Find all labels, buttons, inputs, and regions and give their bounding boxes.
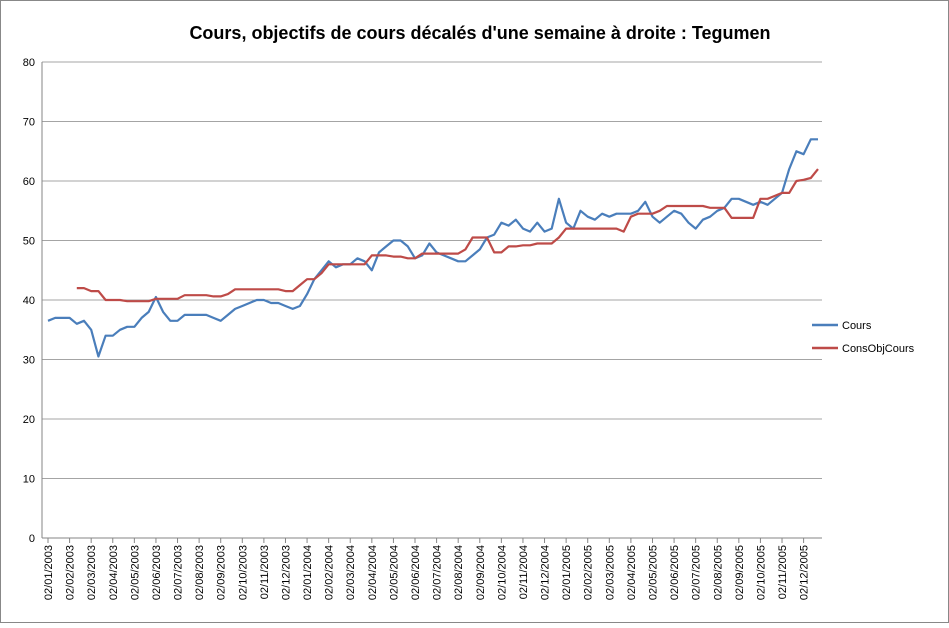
x-tick-label: 02/11/2003 — [259, 545, 271, 599]
x-tick-label: 02/09/2003 — [216, 545, 228, 600]
x-tick-label: 02/04/2004 — [367, 545, 379, 600]
x-tick-label: 02/07/2004 — [432, 545, 444, 600]
y-tick-label: 70 — [23, 117, 35, 129]
y-tick-label: 10 — [23, 474, 35, 486]
legend-label: ConsObjCours — [842, 343, 915, 355]
x-tick-label: 02/01/2003 — [43, 545, 55, 600]
y-tick-label: 20 — [23, 414, 35, 426]
chart-title: Cours, objectifs de cours décalés d'une … — [189, 23, 770, 43]
y-tick-label: 60 — [23, 176, 35, 188]
x-tick-label: 02/05/2004 — [388, 545, 400, 600]
x-tick-label: 02/10/2005 — [755, 545, 767, 600]
x-tick-label: 02/09/2004 — [475, 545, 487, 600]
x-tick-label: 02/08/2003 — [194, 545, 206, 600]
x-tick-label: 02/12/2003 — [280, 545, 292, 600]
x-tick-label: 02/09/2005 — [734, 545, 746, 600]
x-tick-label: 02/02/2003 — [65, 545, 77, 600]
x-tick-label: 02/02/2004 — [324, 545, 336, 600]
legend-label: Cours — [842, 320, 872, 332]
x-tick-label: 02/05/2003 — [129, 545, 141, 600]
x-tick-label: 02/03/2003 — [86, 545, 98, 600]
x-tick-label: 02/06/2003 — [151, 545, 163, 600]
y-tick-label: 80 — [23, 57, 35, 69]
x-tick-label: 02/06/2004 — [410, 545, 422, 600]
x-tick-label: 02/02/2005 — [583, 545, 595, 600]
series-line — [47, 138, 818, 358]
x-tick-label: 02/04/2005 — [626, 545, 638, 600]
x-tick-label: 02/07/2003 — [173, 545, 185, 600]
y-tick-label: 0 — [29, 533, 35, 545]
x-tick-label: 02/06/2005 — [669, 545, 681, 600]
y-tick-label: 40 — [23, 295, 35, 307]
x-tick-label: 02/05/2005 — [647, 545, 659, 600]
x-tick-label: 02/11/2005 — [777, 545, 789, 599]
y-tick-label: 30 — [23, 355, 35, 367]
x-tick-label: 02/03/2004 — [345, 545, 357, 600]
series-line — [76, 168, 819, 303]
x-tick-label: 02/08/2005 — [712, 545, 724, 600]
x-tick-label: 02/12/2005 — [799, 545, 811, 600]
x-tick-label: 02/04/2003 — [108, 545, 120, 600]
y-tick-label: 50 — [23, 236, 35, 248]
x-tick-label: 02/07/2005 — [691, 545, 703, 600]
x-tick-label: 02/10/2004 — [496, 545, 508, 600]
x-tick-label: 02/01/2005 — [561, 545, 573, 600]
x-tick-label: 02/10/2003 — [237, 545, 249, 600]
x-tick-label: 02/12/2004 — [540, 545, 552, 600]
x-tick-label: 02/01/2004 — [302, 545, 314, 600]
x-tick-label: 02/08/2004 — [453, 545, 465, 600]
x-tick-label: 02/11/2004 — [518, 545, 530, 599]
x-tick-label: 02/03/2005 — [604, 545, 616, 600]
